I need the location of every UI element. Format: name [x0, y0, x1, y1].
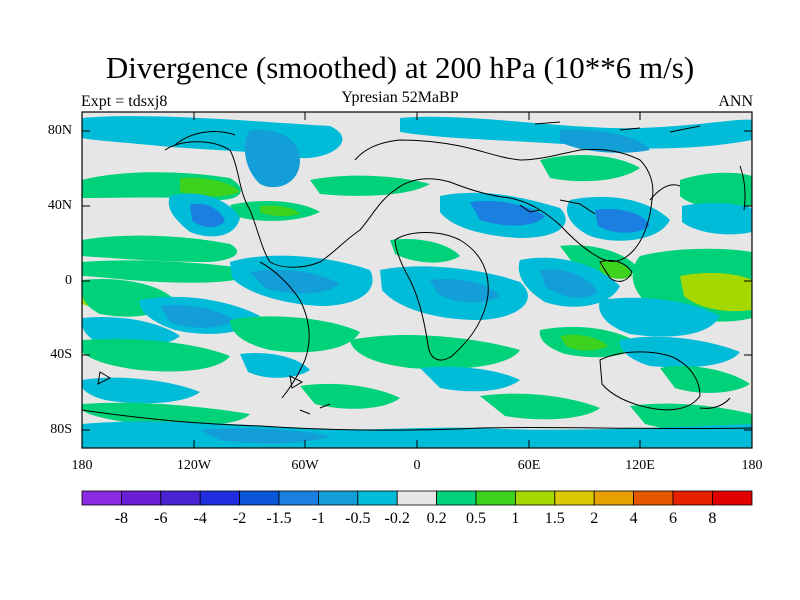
colorbar-label: 1.5: [544, 510, 565, 527]
colorbar-box-15: [672, 490, 713, 506]
experiment-label: Expt = tdsxj8: [81, 93, 168, 110]
colorbar-label: 2: [590, 510, 599, 527]
colorbar-box-13: [593, 490, 635, 506]
colorbar-label: -4: [193, 510, 207, 527]
colorbar-box-1: [121, 490, 162, 506]
plot-title: Divergence (smoothed) at 200 hPa (10**6 …: [105, 50, 695, 85]
colorbar-label: -1.5: [266, 510, 292, 527]
colorbar-box-7: [357, 490, 398, 506]
lon-label-180w: 180: [71, 458, 93, 473]
lat-label-80s: 80S: [50, 422, 72, 437]
colorbar-label: -0.5: [345, 510, 371, 527]
colorbar-box-4: [239, 490, 280, 506]
lat-label-40n: 40N: [47, 198, 72, 213]
colorbar-label: 0.2: [426, 510, 447, 527]
lon-label-180e: 180: [741, 458, 763, 473]
lon-label-60e: 60E: [517, 458, 541, 473]
colorbar-box-6: [317, 490, 359, 506]
lon-label-60w: 60W: [291, 458, 319, 473]
lat-label-0: 0: [65, 273, 72, 288]
colorbar-box-14: [633, 490, 674, 506]
period-label: Ypresian 52MaBP: [341, 89, 459, 106]
colorbar-label: 6: [669, 510, 677, 527]
lon-label-120w: 120W: [176, 458, 212, 473]
colorbar-label: 8: [708, 510, 717, 527]
colorbar-box-0: [81, 490, 122, 506]
colorbar-box-16: [712, 490, 753, 506]
colorbar-box-11: [515, 490, 556, 506]
colorbar-label: 0.5: [466, 510, 486, 527]
colorbar-label: 1: [511, 510, 520, 527]
colorbar-label: -1: [311, 510, 326, 527]
colorbar-label: 4: [629, 510, 638, 527]
lat-ticks: [82, 130, 752, 431]
lat-label-40s: 40S: [50, 347, 72, 362]
colorbar-label: -2: [232, 510, 247, 527]
colorbar-box-8: [396, 490, 438, 506]
lat-label-80n: 80N: [47, 123, 72, 138]
season-label: ANN: [718, 93, 753, 110]
contour-field: [82, 112, 752, 448]
colorbar: [81, 490, 753, 506]
colorbar-box-3: [199, 490, 240, 506]
colorbar-box-10: [475, 490, 516, 506]
lon-label-120e: 120E: [625, 458, 655, 473]
colorbar-box-2: [160, 490, 201, 506]
colorbar-box-5: [278, 490, 319, 506]
colorbar-label: -0.2: [384, 510, 410, 527]
colorbar-box-12: [554, 490, 595, 506]
lon-ticks: [81, 112, 753, 448]
colorbar-label: -6: [154, 510, 168, 527]
colorbar-label: -8: [114, 510, 129, 527]
lon-label-0: 0: [413, 458, 421, 473]
colorbar-box-9: [436, 490, 477, 506]
coastlines: [82, 121, 752, 431]
